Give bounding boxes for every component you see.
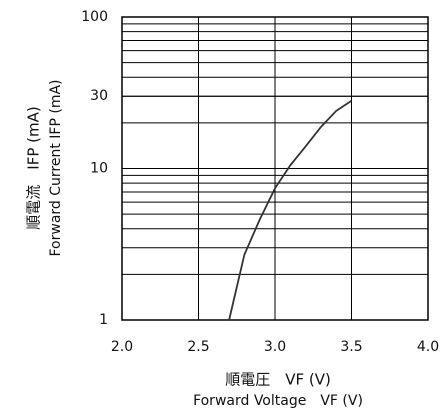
y-tick-label: 30 (90, 88, 108, 104)
y-tick-label: 100 (81, 9, 108, 25)
x-tick-label: 3.0 (264, 339, 286, 355)
x-axis-label: 順電圧 VF (V) (225, 371, 331, 389)
y-tick-label: 1 (99, 312, 108, 328)
x-tick-label: 2.5 (187, 339, 209, 355)
y-axis-label-en: Forward Current IFP (mA) (48, 80, 64, 257)
y-axis-label: 順電流 IFP (mA) (25, 106, 43, 229)
y-tick-label: 10 (90, 161, 108, 177)
data-line (228, 100, 352, 321)
x-tick-label: 3.5 (340, 339, 362, 355)
plot-frame (121, 16, 429, 321)
x-axis-label-en: Forward Voltage VF (V) (193, 393, 363, 409)
x-tick-label: 2.0 (111, 339, 133, 355)
x-tick-label: 4.0 (417, 339, 439, 355)
